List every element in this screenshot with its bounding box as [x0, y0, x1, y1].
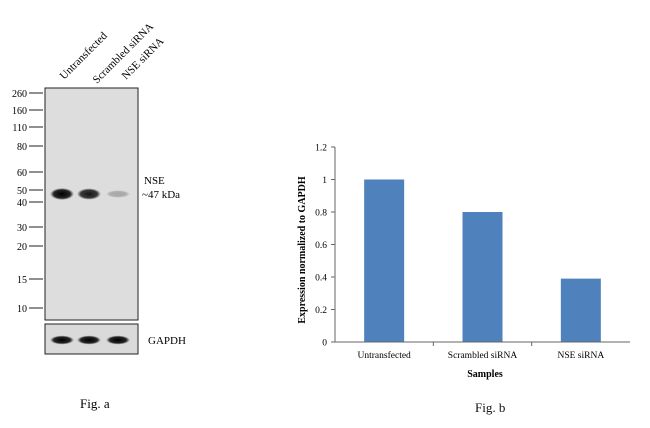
nse-size-label: ~47 kDa [142, 189, 180, 201]
nse-bands [50, 188, 130, 200]
marker-label: 160 [12, 106, 27, 117]
marker-label: 260 [12, 89, 27, 100]
marker-label: 20 [17, 242, 27, 253]
x-tick-label: Scrambled siRNA [448, 351, 518, 361]
y-tick-label: 1 [322, 176, 327, 186]
gapdh-bands [50, 335, 130, 345]
y-tick-label: 0.8 [315, 209, 327, 219]
bar [560, 278, 601, 342]
y-axis: 0 0.2 0.4 0.6 0.8 1 1.2 [315, 144, 336, 349]
nse-band [77, 188, 101, 200]
x-tick-label: Untransfected [358, 350, 412, 361]
marker-label: 30 [17, 223, 27, 234]
fig-b-caption: Fig. b [475, 400, 506, 415]
nse-target-label: NSE [144, 175, 165, 187]
y-tick-label: 0.6 [315, 241, 327, 251]
nse-band [106, 190, 130, 198]
marker-label: 80 [17, 142, 27, 153]
marker-label: 10 [17, 304, 27, 315]
marker-label: 60 [17, 168, 27, 179]
y-axis-title: Expression normalized to GAPDH [297, 176, 308, 324]
y-tick-label: 1.2 [315, 144, 327, 154]
x-tick-label: NSE siRNA [557, 351, 604, 361]
western-blot-figure: Untransfected Scrambled siRNA NSE siRNA … [12, 21, 186, 411]
y-tick-label: 0.4 [315, 274, 327, 284]
fig-a-caption: Fig. a [80, 396, 110, 411]
expression-bar-chart: 0 0.2 0.4 0.6 0.8 1 1.2 Untransfected Scrambled… [297, 144, 630, 380]
gapdh-band [106, 335, 130, 345]
marker-label: 40 [17, 198, 27, 209]
y-tick-label: 0.2 [315, 306, 327, 316]
gapdh-label: GAPDH [148, 335, 186, 347]
gapdh-band [50, 335, 74, 345]
marker-label: 15 [17, 275, 27, 286]
gapdh-band [77, 335, 101, 345]
marker-label: 50 [17, 186, 27, 197]
bar [364, 179, 405, 342]
x-axis-title: Samples [467, 369, 503, 380]
bars [364, 179, 601, 342]
x-axis: Untransfected Scrambled siRNA NSE siRNA [335, 341, 630, 361]
marker-label: 110 [12, 123, 27, 134]
blot-membrane [44, 87, 139, 321]
nse-band [50, 188, 74, 200]
y-tick-label: 0 [322, 339, 327, 349]
bar [462, 212, 503, 342]
